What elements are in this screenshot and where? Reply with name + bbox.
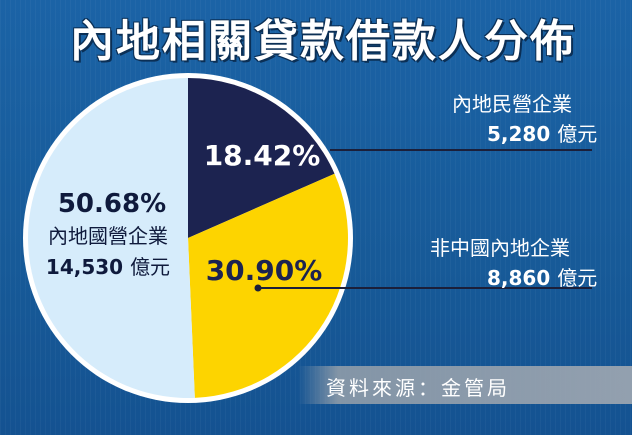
leader-line-foreign-dot	[254, 284, 262, 292]
label-private-value: 5,280 億元	[487, 122, 598, 146]
pie-slice-private	[188, 78, 335, 238]
data-label-state-value: 14,530 億元	[46, 255, 170, 279]
chart-title: 內地相關貸款借款人分佈	[70, 16, 576, 67]
label-foreign-value: 8,860 億元	[487, 266, 598, 290]
pie-slice-foreign	[188, 173, 348, 398]
data-label-state-percent: 50.68%	[58, 189, 166, 219]
source-note: 資料來源：金管局	[298, 366, 632, 404]
data-label-state-name: 內地國營企業	[48, 224, 168, 248]
data-label-private-percent: 18.42%	[204, 139, 321, 172]
pie-slice-state	[27, 78, 195, 399]
label-private-name: 內地民營企業	[452, 92, 572, 116]
label-foreign-name: 非中國內地企業	[430, 236, 570, 260]
data-label-foreign-percent: 30.90%	[206, 254, 323, 287]
source-text: 資料來源：金管局	[326, 376, 510, 400]
